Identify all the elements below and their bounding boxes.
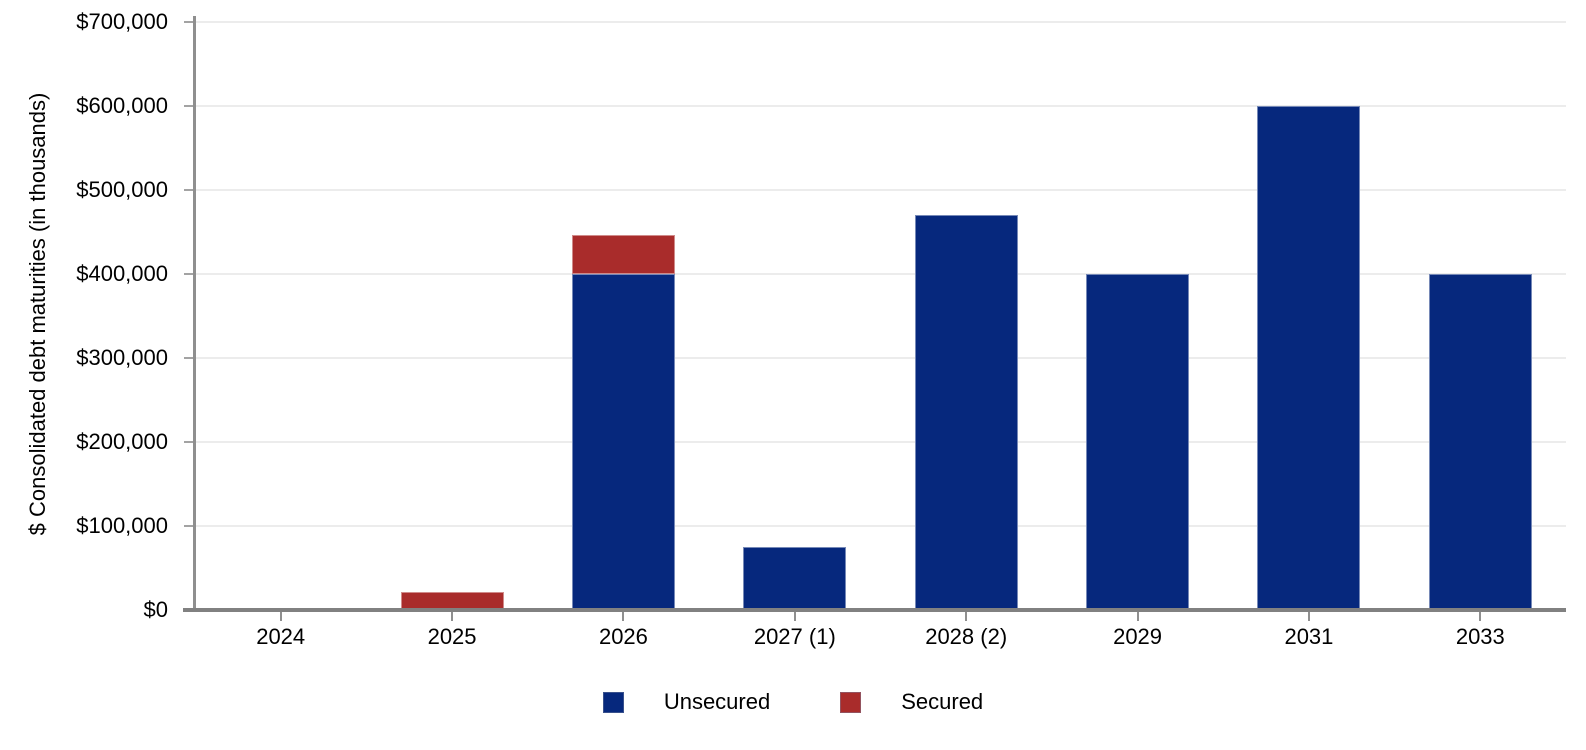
y-axis-tick-label: $100,000	[76, 513, 168, 538]
gridline	[195, 357, 1566, 359]
x-axis-category-label: 2029	[1113, 624, 1163, 649]
x-axis-category-label: 2024	[256, 624, 306, 649]
x-axis-tick	[1136, 612, 1139, 621]
bar-2026-secured	[571, 235, 675, 274]
y-axis-tick	[184, 273, 195, 275]
gridline	[195, 441, 1566, 443]
x-axis-category-label: 2027 (1)	[753, 624, 836, 649]
bar-2029-unsecured	[1086, 274, 1190, 610]
x-axis-category-label: 2028 (2)	[925, 624, 1008, 649]
y-axis-line	[193, 16, 196, 612]
bar-2031-unsecured	[1257, 106, 1361, 610]
legend-label-unsecured: Unsecured	[663, 689, 771, 714]
legend-item-secured: Secured	[840, 690, 983, 714]
x-axis-tick	[451, 612, 454, 621]
legend-item-unsecured: Unsecured	[602, 689, 771, 714]
y-axis-tick-label: $600,000	[76, 93, 168, 118]
y-axis-tick-label: $700,000	[76, 9, 168, 34]
legend-swatch-unsecured	[602, 691, 624, 713]
x-axis-tick	[1307, 612, 1310, 621]
x-axis-tick	[793, 612, 796, 621]
y-axis-tick-label: $500,000	[76, 177, 168, 202]
x-axis-category-label: 2031	[1284, 624, 1334, 649]
gridline	[195, 189, 1566, 191]
legend-label-secured: Secured	[901, 689, 984, 714]
x-axis-tick	[1479, 612, 1482, 621]
bar-2028-unsecured	[914, 215, 1018, 610]
y-axis-tick	[184, 21, 195, 23]
x-axis-line	[183, 608, 1566, 612]
x-axis-tick	[622, 612, 625, 621]
y-axis-tick-label: $200,000	[76, 429, 168, 454]
x-axis-category-label: 2025	[427, 624, 477, 649]
gridline	[195, 273, 1566, 275]
y-axis-tick	[184, 441, 195, 443]
legend-swatch-secured	[840, 691, 862, 713]
y-axis-tick	[184, 525, 195, 527]
legend: Unsecured Secured	[0, 690, 1586, 714]
y-axis-tick	[184, 189, 195, 191]
y-axis-tick-label: $0	[143, 597, 168, 622]
gridline	[195, 21, 1566, 23]
x-axis-tick	[279, 612, 282, 621]
y-axis-tick	[184, 105, 195, 107]
y-axis-tick-label: $300,000	[76, 345, 168, 370]
bar-2026-unsecured	[571, 274, 675, 610]
x-axis-category-label: 2026	[598, 624, 648, 649]
x-axis-category-label: 2033	[1455, 624, 1505, 649]
gridline	[195, 105, 1566, 107]
bar-2027-unsecured	[743, 547, 847, 610]
gridline	[195, 525, 1566, 527]
y-axis-tick-label: $400,000	[76, 261, 168, 286]
bar-2033-unsecured	[1428, 274, 1532, 610]
x-axis-tick	[965, 612, 968, 621]
y-axis-tick	[184, 357, 195, 359]
